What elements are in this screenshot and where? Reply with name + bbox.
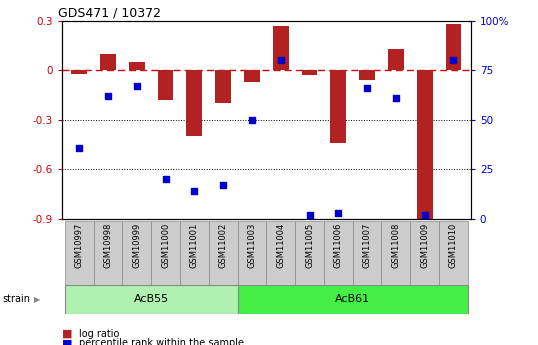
Text: GSM11005: GSM11005 bbox=[305, 223, 314, 268]
Point bbox=[247, 117, 256, 123]
Point bbox=[392, 95, 400, 101]
Bar bbox=[295, 221, 324, 285]
Bar bbox=[439, 221, 468, 285]
Text: GSM11004: GSM11004 bbox=[276, 223, 285, 268]
Text: GSM11008: GSM11008 bbox=[391, 223, 400, 268]
Text: percentile rank within the sample: percentile rank within the sample bbox=[79, 338, 244, 345]
Point bbox=[420, 213, 429, 218]
Text: ▶: ▶ bbox=[34, 295, 40, 304]
Bar bbox=[237, 285, 468, 314]
Point bbox=[277, 58, 285, 63]
Point bbox=[449, 58, 458, 63]
Bar bbox=[65, 221, 94, 285]
Bar bbox=[71, 70, 87, 73]
Bar bbox=[410, 221, 439, 285]
Text: GSM10999: GSM10999 bbox=[132, 223, 141, 268]
Bar bbox=[129, 62, 145, 70]
Point bbox=[132, 83, 141, 89]
Point bbox=[104, 93, 112, 99]
Bar bbox=[324, 221, 353, 285]
Bar bbox=[353, 221, 381, 285]
Text: AcB61: AcB61 bbox=[335, 294, 370, 304]
Bar bbox=[158, 70, 173, 100]
Text: GSM11000: GSM11000 bbox=[161, 223, 170, 268]
Bar bbox=[330, 70, 346, 143]
Text: GSM11009: GSM11009 bbox=[420, 223, 429, 268]
Point bbox=[305, 213, 314, 218]
Point bbox=[75, 145, 83, 150]
Text: GSM11003: GSM11003 bbox=[247, 223, 257, 268]
Bar bbox=[94, 221, 122, 285]
Text: ■: ■ bbox=[62, 338, 73, 345]
Text: log ratio: log ratio bbox=[79, 329, 119, 339]
Text: GSM11007: GSM11007 bbox=[363, 223, 372, 268]
Text: AcB55: AcB55 bbox=[133, 294, 169, 304]
Bar bbox=[186, 70, 202, 136]
Bar bbox=[359, 70, 375, 80]
Bar bbox=[381, 221, 410, 285]
Text: GSM11010: GSM11010 bbox=[449, 223, 458, 268]
Bar bbox=[209, 221, 237, 285]
Bar bbox=[237, 221, 266, 285]
Point bbox=[363, 86, 371, 91]
Text: GSM11002: GSM11002 bbox=[218, 223, 228, 268]
Text: GSM11006: GSM11006 bbox=[334, 223, 343, 268]
Point bbox=[190, 188, 199, 194]
Text: strain: strain bbox=[3, 294, 31, 304]
Bar bbox=[100, 54, 116, 70]
Bar bbox=[65, 285, 237, 314]
Bar bbox=[122, 221, 151, 285]
Bar bbox=[266, 221, 295, 285]
Point bbox=[161, 177, 170, 182]
Bar bbox=[151, 221, 180, 285]
Bar bbox=[180, 221, 209, 285]
Text: GSM10997: GSM10997 bbox=[75, 223, 83, 268]
Bar bbox=[244, 70, 260, 82]
Bar bbox=[445, 24, 462, 70]
Bar bbox=[215, 70, 231, 104]
Bar bbox=[273, 26, 288, 70]
Text: GSM10998: GSM10998 bbox=[103, 223, 112, 268]
Bar bbox=[388, 49, 404, 70]
Text: GDS471 / 10372: GDS471 / 10372 bbox=[58, 7, 161, 20]
Text: ■: ■ bbox=[62, 329, 73, 339]
Point bbox=[334, 210, 343, 216]
Text: GSM11001: GSM11001 bbox=[190, 223, 199, 268]
Point bbox=[219, 183, 228, 188]
Bar bbox=[302, 70, 317, 75]
Bar bbox=[417, 70, 433, 221]
